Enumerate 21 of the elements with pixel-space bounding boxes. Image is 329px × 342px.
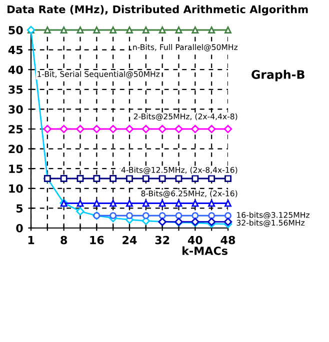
x-tick-label: 8 (60, 236, 68, 244)
y-tick-label: 50 (8, 26, 23, 34)
x-tick-label: 16 (90, 236, 104, 244)
x-tick-label: 40 (188, 236, 202, 244)
y-tick-label: 45 (8, 46, 23, 54)
y-tick-label: 25 (8, 124, 23, 134)
x-tick-label: 32 (155, 236, 170, 244)
y-tick-label: 15 (9, 164, 23, 173)
x-tick-label: 24 (122, 236, 137, 244)
y-tick-label: 20 (8, 144, 23, 154)
x-axis-title: k-MACs (182, 246, 228, 255)
chart-title: Data Rate (MHz), Distributed Arithmetic Algorithm (8, 5, 308, 16)
text: Graph-B (252, 70, 304, 82)
y-tick-label: 40 (8, 66, 23, 74)
y-tick-label: 10 (9, 184, 23, 193)
x-tick-label: 48 (220, 236, 236, 244)
y-tick-label: 30 (8, 105, 23, 114)
y-tick-label: 35 (8, 85, 23, 94)
y-tick-label: 5 (16, 204, 23, 213)
x-tick-label: 1 (28, 236, 34, 244)
y-tick-label: 0 (16, 224, 23, 232)
